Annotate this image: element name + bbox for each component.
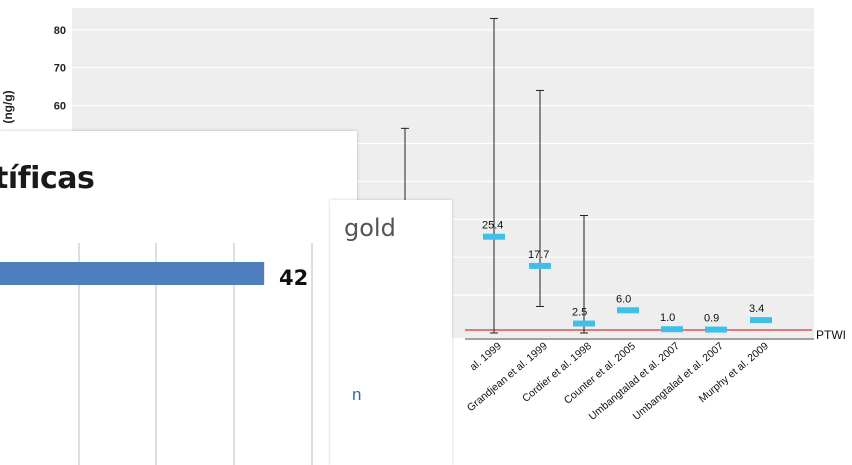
y-axis-label: (ng/g) xyxy=(1,90,15,123)
estimate-marker xyxy=(573,320,595,327)
value-label: 1.0 xyxy=(660,312,675,324)
y-tick-label: 60 xyxy=(54,101,66,113)
bar-value-label: 42 xyxy=(279,266,309,290)
study-label: Grandjean et al. 1999 xyxy=(465,340,550,414)
value-label: 3.4 xyxy=(749,303,764,315)
value-label: 2.5 xyxy=(572,307,587,319)
study-label: al. 1999 xyxy=(468,340,504,373)
study-label: Umbangtalad et al. 2007 xyxy=(631,340,726,423)
estimate-marker xyxy=(529,262,551,269)
y-tick-label: 80 xyxy=(54,25,66,37)
value-label: 0.9 xyxy=(704,313,719,325)
ptwi-label: PTWI xyxy=(816,328,846,342)
value-label: 17.7 xyxy=(528,249,549,261)
gold-link-text: n xyxy=(352,385,362,404)
estimate-marker xyxy=(483,233,505,240)
y-tick-label: 70 xyxy=(54,63,66,75)
gold-panel: gold n xyxy=(330,200,452,465)
bar-chart-title: tíficas xyxy=(0,161,95,196)
estimate-marker xyxy=(705,326,727,333)
value-label: 25.4 xyxy=(482,220,503,232)
estimate-marker xyxy=(750,317,772,324)
bar-chart-panel: tíficas 42 xyxy=(0,131,357,465)
estimate-marker xyxy=(661,326,683,333)
estimate-marker xyxy=(617,307,639,314)
bar-42 xyxy=(0,262,265,285)
value-label: 6.0 xyxy=(616,293,631,305)
gold-title: gold xyxy=(344,214,396,242)
